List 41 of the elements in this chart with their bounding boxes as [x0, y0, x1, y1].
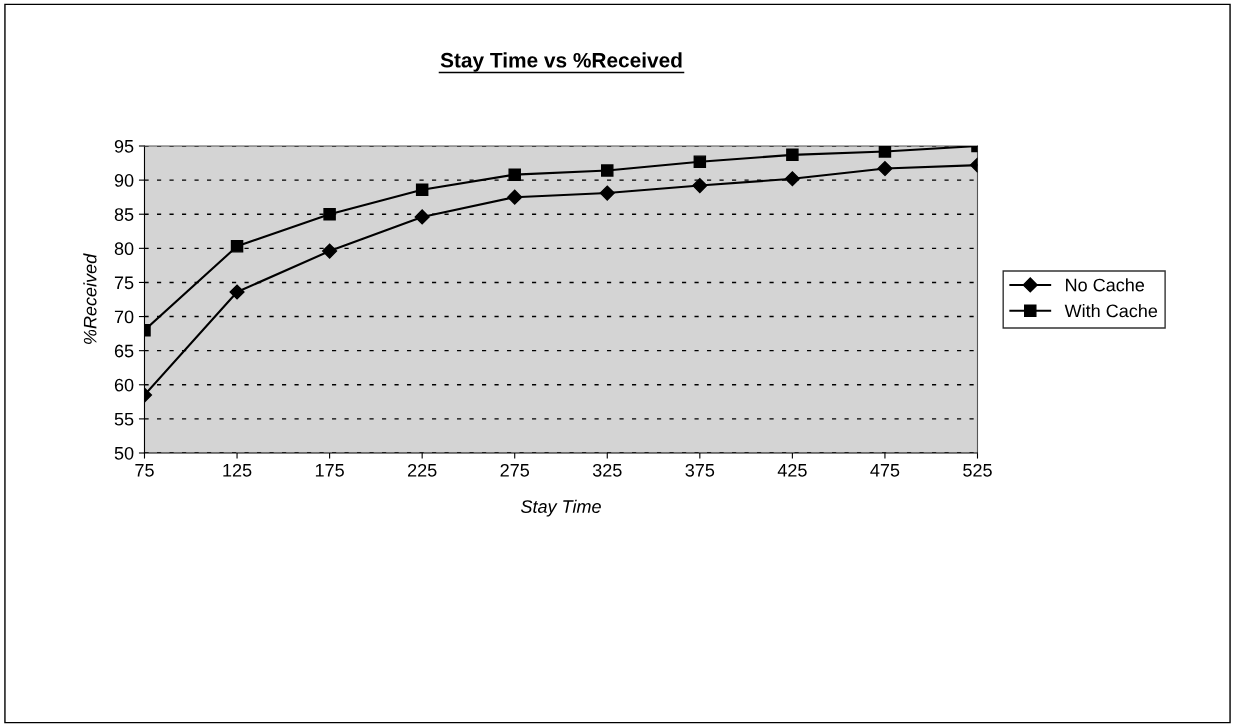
point [507, 189, 523, 205]
x-tick-label: 75 [135, 464, 154, 477]
y-tick-label: 70 [114, 310, 134, 324]
point [693, 155, 707, 168]
point [508, 168, 521, 181]
x-tick-label: 225 [408, 463, 437, 477]
x-tick-label: 375 [685, 463, 715, 477]
point [877, 160, 893, 177]
y-tick-label: 60 [114, 378, 134, 392]
y-tick-label: 90 [114, 174, 134, 187]
y-tick-label: 75 [114, 276, 134, 290]
point [786, 148, 799, 162]
point [601, 164, 614, 177]
point [230, 240, 244, 253]
y-tick-label: 65 [114, 344, 134, 358]
y-axis-title: %Received [83, 253, 97, 344]
chart-title: Stay Time vs %Received [440, 52, 682, 72]
point [878, 146, 892, 158]
x-tick-label: 475 [870, 464, 900, 477]
x-tick-label: 425 [777, 463, 807, 477]
x-tick-label: 275 [500, 463, 530, 477]
point [414, 209, 430, 225]
x-tick-label: 175 [315, 464, 344, 477]
point [322, 243, 338, 259]
y-tick-label: 85 [114, 208, 134, 221]
point [323, 207, 336, 221]
y-tick-label: 55 [114, 413, 134, 426]
x-tick-label: 525 [963, 463, 992, 477]
x-axis-title: Stay Time [520, 499, 601, 517]
y-tick-label: 95 [114, 139, 134, 153]
x-tick-label: 325 [592, 463, 622, 477]
point [415, 183, 429, 196]
y-tick-label: 50 [114, 446, 134, 460]
point [692, 177, 708, 194]
point [229, 284, 245, 300]
y-tick-label: 80 [114, 242, 134, 256]
legend-label: With Cache [1064, 304, 1158, 318]
point [784, 171, 800, 187]
x-tick-label: 125 [223, 463, 252, 477]
legend-label: No Cache [1066, 278, 1145, 292]
point [599, 185, 615, 201]
